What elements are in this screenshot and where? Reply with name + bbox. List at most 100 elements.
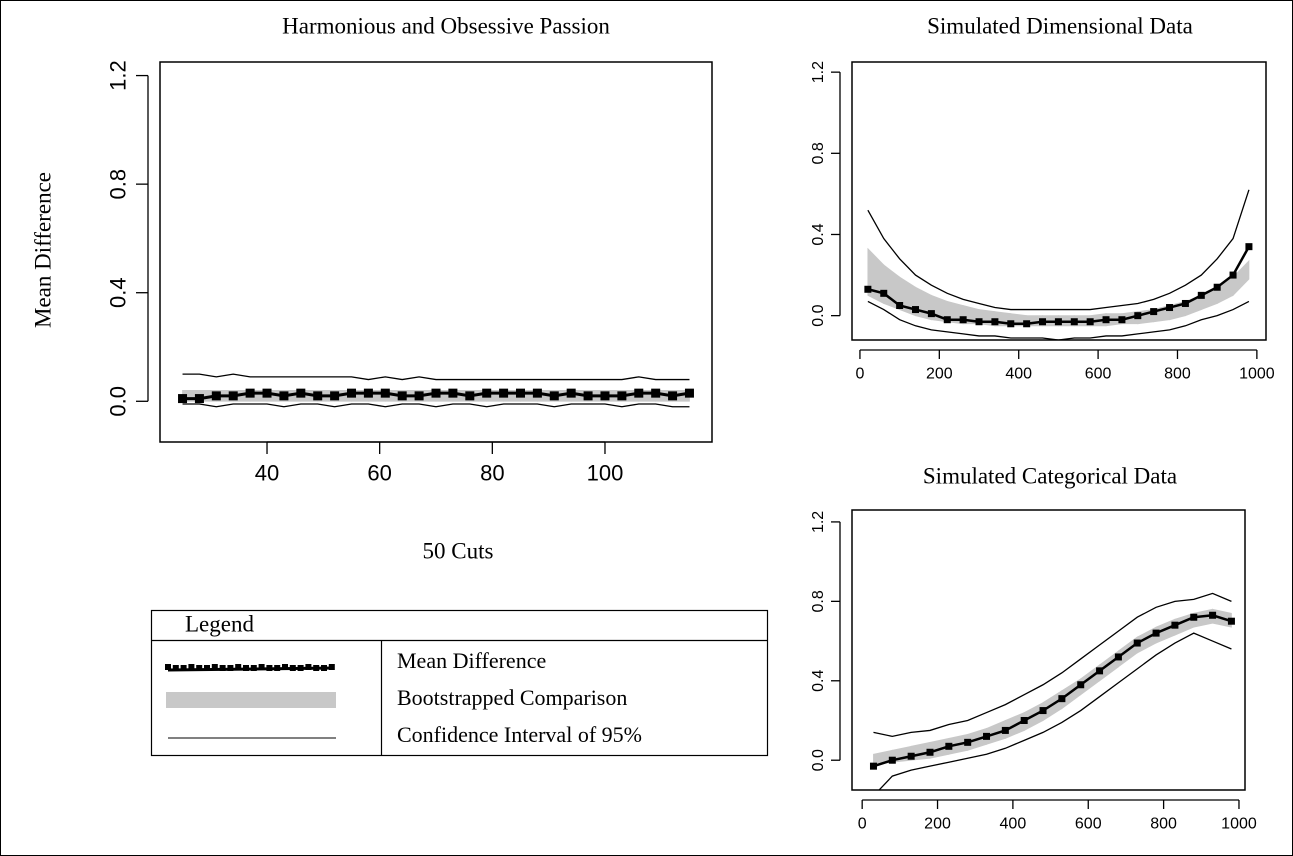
legend-swatch [165, 664, 335, 672]
legend-swatch-marker [180, 665, 187, 671]
x-tick-label: 400 [1000, 815, 1027, 832]
mean-marker [927, 310, 935, 318]
y-tick-label: 1.2 [810, 61, 827, 83]
x-tick-label: 600 [1085, 365, 1112, 382]
y-tick-label: 0.8 [810, 142, 827, 164]
mean-marker [1197, 291, 1205, 299]
mean-marker [945, 742, 953, 750]
mean-marker [1007, 320, 1015, 328]
mean-marker [1077, 681, 1085, 689]
mean-marker [448, 388, 458, 398]
bootstrap-band [1232, 259, 1250, 297]
chart-panel: Harmonious and Obsessive Passion 50 Cuts M… [30, 13, 713, 563]
legend-swatch-marker [172, 665, 179, 671]
mean-marker [1054, 318, 1062, 326]
mean-marker [600, 391, 610, 401]
plot-area [869, 592, 1235, 790]
mean-marker [864, 285, 872, 293]
x-tick-label: 60 [367, 461, 391, 486]
legend-swatch [166, 692, 336, 708]
legend-swatch-marker [328, 664, 335, 670]
legend-swatch-marker [313, 665, 320, 671]
legend-swatch-marker [227, 665, 234, 671]
plot-area [864, 189, 1253, 340]
mean-marker [566, 388, 576, 398]
legend-swatch-marker [258, 664, 265, 670]
mean-marker [347, 388, 357, 398]
x-tick-label: 100 [587, 461, 624, 486]
mean-marker [465, 391, 475, 401]
mean-marker [975, 318, 983, 326]
mean-marker [943, 316, 951, 324]
mean-marker [912, 306, 920, 314]
mean-marker [1227, 617, 1235, 625]
mean-marker [1114, 653, 1122, 661]
mean-marker [228, 391, 238, 401]
mean-marker [178, 394, 188, 404]
legend-swatch-marker [219, 665, 226, 671]
y-tick-label: 0.4 [810, 670, 827, 692]
legend-swatch-marker [274, 665, 281, 671]
legend-swatch-marker [289, 665, 296, 671]
y-tick-label: 0.4 [105, 277, 130, 308]
mean-marker [262, 388, 272, 398]
legend-box [150, 609, 769, 757]
mean-marker [363, 388, 373, 398]
legend-swatch-marker [235, 664, 242, 670]
mean-marker [1096, 667, 1104, 675]
mean-marker [279, 391, 289, 401]
ci-line [878, 632, 1232, 790]
mean-marker [684, 388, 694, 398]
mean-marker [482, 388, 492, 398]
legend-swatch-marker [321, 665, 327, 671]
legend-swatch-marker [196, 665, 203, 671]
x-tick-label: 200 [926, 365, 953, 382]
mean-marker [1171, 621, 1179, 629]
mean-marker [194, 394, 204, 404]
mean-marker [397, 391, 407, 401]
x-tick-label: 1000 [1221, 815, 1257, 832]
legend-swatch-marker [282, 664, 288, 670]
legend-swatch-marker [266, 665, 273, 671]
legend: Legend Mean Difference Bootstrapped Comp… [150, 609, 769, 757]
mean-marker [907, 752, 915, 760]
mean-marker [1058, 695, 1066, 703]
legend-swatch-marker [211, 664, 218, 670]
mean-marker [211, 391, 221, 401]
ci-line [873, 592, 1232, 738]
y-tick-label: 0.0 [810, 304, 827, 326]
mean-marker [1209, 611, 1217, 619]
ci-line [867, 189, 1250, 311]
mean-marker [1150, 308, 1158, 316]
x-tick-label: 0 [858, 815, 867, 832]
plot-area [178, 373, 694, 408]
mean-marker [1118, 316, 1126, 324]
mean-marker [1039, 707, 1047, 715]
legend-item: Mean Difference [397, 648, 546, 673]
x-axis-label: 50 Cuts [423, 538, 494, 563]
mean-marker [983, 732, 991, 740]
y-tick-label: 0.0 [105, 386, 130, 417]
y-tick-label: 1.2 [810, 511, 827, 533]
chart-panel: Simulated Dimensional Data 0.0 0.4 0.8 1.2 0 2… [810, 13, 1275, 382]
mean-marker [959, 316, 967, 324]
mean-marker [888, 756, 896, 764]
legend-title: Legend [185, 611, 254, 636]
mean-marker [1245, 243, 1253, 251]
mean-marker [1102, 316, 1110, 324]
x-tick-label: 0 [855, 365, 864, 382]
mean-marker [1023, 320, 1031, 328]
mean-marker [1001, 726, 1009, 734]
mean-marker [515, 388, 525, 398]
mean-marker [1020, 716, 1028, 724]
mean-marker [880, 289, 888, 297]
legend-swatch-marker [243, 665, 249, 671]
x-tick-label: 40 [255, 461, 279, 486]
legend-swatch-marker [305, 664, 312, 670]
ci-line [182, 373, 690, 381]
mean-marker [245, 388, 255, 398]
mean-marker [414, 391, 424, 401]
chart-title: Simulated Categorical Data [923, 463, 1177, 488]
